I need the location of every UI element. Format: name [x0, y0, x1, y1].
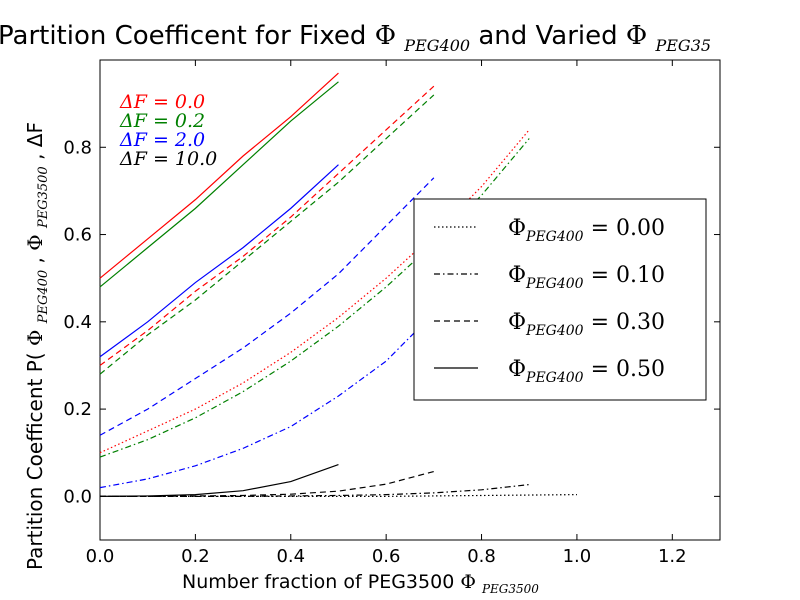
x-axis-label-sub: PEG3500	[481, 582, 539, 596]
delta-f-label: ΔF = 2.0	[119, 129, 205, 151]
chart-title: Partition Coefficent for Fixed Φ PEG400 …	[0, 21, 711, 58]
x-axis-label-text: Number fraction of PEG3500	[182, 571, 460, 593]
chart-title-text: Partition Coefficent for Fixed	[0, 21, 375, 51]
x-tick-label: 1.2	[658, 546, 687, 567]
tick-layer: 0.0 0.2 0.4 0.6 0.8 1.0 1.2 0.0 0.2 0.4 0.6 0.8	[63, 60, 720, 567]
series-line-11	[100, 483, 530, 497]
delta-f-label: ΔF = 10.0	[119, 148, 217, 170]
y-axis-label-phi1: Φ	[23, 330, 47, 346]
series-line-4	[99, 85, 435, 366]
color-label-layer: ΔF = 0.0ΔF = 0.2ΔF = 2.0ΔF = 10.0	[119, 91, 217, 170]
y-tick-label: 0.0	[63, 486, 92, 507]
x-tick-label: 0.4	[276, 546, 305, 567]
chart-title-sub2: PEG35	[654, 36, 711, 55]
legend-label: ΦPEG400 = 0.30	[508, 310, 665, 339]
y-tick-label: 0.8	[63, 137, 92, 158]
chart-title-phi: Φ	[375, 21, 396, 51]
y-axis-label-sub2: PEG3500	[36, 166, 51, 229]
series-line-2	[99, 164, 339, 358]
y-axis-label-tail: ΔF	[23, 122, 47, 147]
legend-entries: ΦPEG400 = 0.00 ΦPEG400 = 0.10 ΦPEG400 = 0.…	[434, 216, 665, 386]
chart-title-sub: PEG400	[403, 36, 470, 55]
legend-box	[413, 198, 707, 401]
x-tick-label: 0.6	[372, 546, 401, 567]
x-tick-label: 0.0	[86, 546, 115, 567]
y-axis-label-comma1: ,	[23, 251, 47, 264]
series-line-6	[99, 177, 435, 436]
delta-f-label: ΔF = 0.2	[119, 110, 205, 132]
y-tick-label: 0.4	[63, 312, 92, 333]
x-tick-label: 0.2	[181, 546, 210, 567]
delta-f-label: ΔF = 0.0	[119, 91, 205, 113]
chart-title-phi2: Φ	[626, 21, 647, 51]
y-axis-label-sub1: PEG400	[36, 270, 51, 324]
series-line-12	[100, 494, 577, 497]
legend-label: ΦPEG400 = 0.00	[508, 216, 665, 245]
x-axis-label: Number fraction of PEG3500 Φ PEG3500	[182, 571, 539, 596]
series-line-3	[99, 463, 339, 497]
x-tick-label: 1.0	[563, 546, 592, 567]
y-tick-label: 0.6	[63, 225, 92, 246]
y-tick-label: 0.2	[63, 399, 92, 420]
plot-area	[99, 59, 721, 541]
y-axis-label: Partition Coefficent P( Φ PEG400 , Φ PEG…	[23, 122, 52, 570]
x-axis-label-phi: Φ	[460, 571, 476, 593]
chart-title-mid: and Varied	[478, 21, 626, 51]
legend: ΦPEG400 = 0.00 ΦPEG400 = 0.10 ΦPEG400 = 0.…	[413, 198, 707, 401]
series-line-1	[99, 81, 339, 288]
legend-label: ΦPEG400 = 0.50	[508, 357, 665, 386]
y-axis-label-comma2: ,	[23, 147, 47, 160]
y-axis-label-text: Partition Coefficent P(	[23, 346, 47, 570]
series-line-0	[99, 72, 339, 279]
x-tick-label: 0.8	[467, 546, 496, 567]
legend-label: ΦPEG400 = 0.10	[508, 263, 665, 292]
series-line-8	[99, 129, 530, 454]
series-line-5	[99, 94, 435, 375]
y-axis-label-phi2: Φ	[23, 234, 47, 250]
